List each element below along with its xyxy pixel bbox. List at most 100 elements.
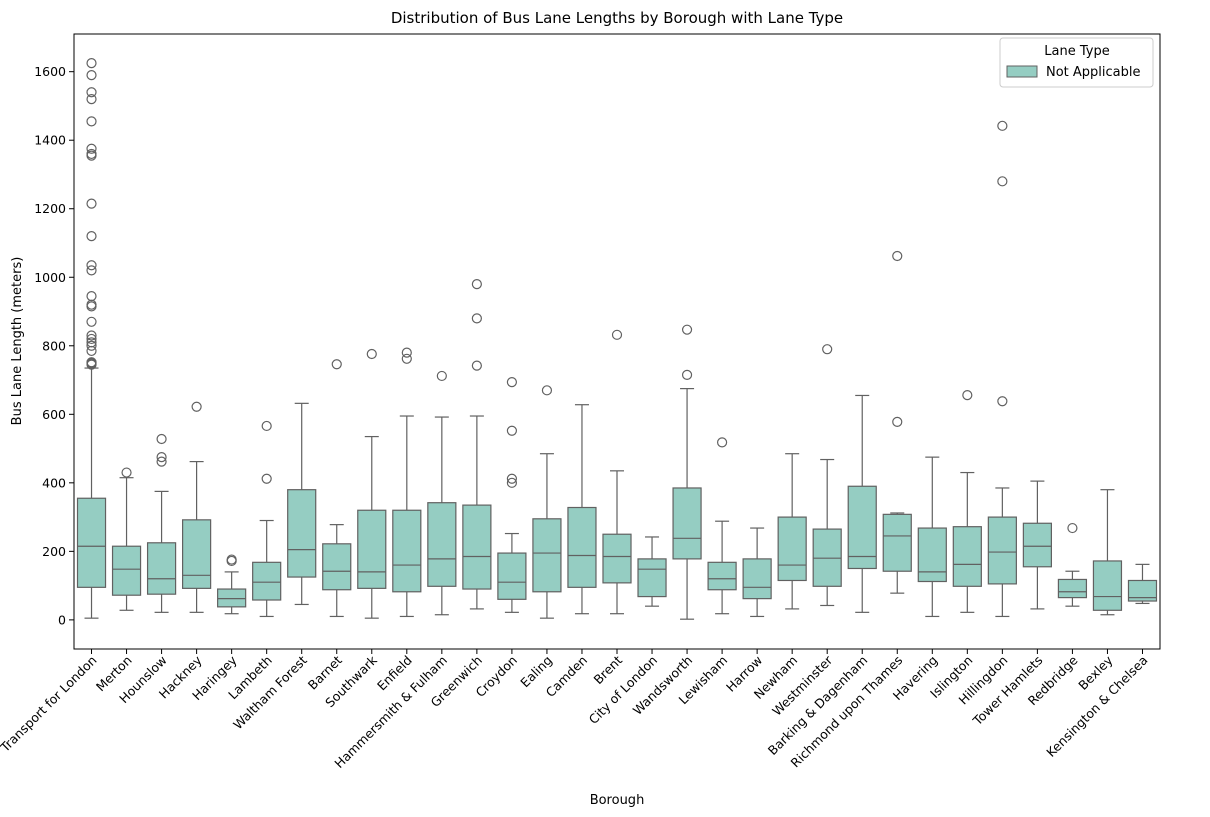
box-1 <box>76 58 107 619</box>
box-16 <box>602 329 632 615</box>
outlier-point <box>506 473 518 484</box>
box-body <box>567 506 597 588</box>
outlier-point <box>471 313 482 324</box>
box-body <box>707 561 737 591</box>
box-9 <box>357 348 387 619</box>
y-axis: 0 200 400 600 800 1000 1200 1400 1600 <box>34 64 74 627</box>
outlier-point <box>86 265 97 276</box>
box-3 <box>146 433 177 613</box>
outlier-point <box>86 87 97 98</box>
outlier-point <box>997 120 1008 131</box>
outlier-point <box>401 353 412 364</box>
x-axis-label: Borough <box>590 793 645 808</box>
outlier-point <box>86 316 97 327</box>
box-body <box>742 558 772 600</box>
y-axis-label: Bus Lane Length (meters) <box>10 257 25 426</box>
outlier-point <box>506 425 518 436</box>
box-body <box>462 504 492 590</box>
box-body <box>252 561 282 601</box>
outlier-point <box>86 337 97 348</box>
box-body <box>847 485 877 570</box>
box-body <box>602 533 632 584</box>
legend-swatch <box>1006 65 1038 78</box>
box-18 <box>672 324 702 620</box>
y-tick-label: 800 <box>42 338 66 353</box>
outlier-point <box>681 324 693 335</box>
box-body <box>777 516 807 582</box>
box-body <box>322 543 352 591</box>
outlier-point <box>611 329 623 340</box>
outlier-point <box>86 260 97 271</box>
box-19 <box>707 437 737 615</box>
box-8 <box>322 359 352 618</box>
box-4 <box>182 401 212 613</box>
outlier-point <box>716 437 728 448</box>
box-26 <box>952 390 982 613</box>
box-body <box>1127 579 1158 602</box>
box-body <box>1022 522 1053 568</box>
outlier-point <box>86 340 97 351</box>
box-body <box>917 527 947 583</box>
outlier-point <box>156 456 167 467</box>
box-27 <box>987 120 1017 618</box>
y-tick-label: 0 <box>58 612 66 627</box>
outlier-point <box>86 70 97 81</box>
box-14 <box>532 385 562 619</box>
box-22 <box>812 344 842 607</box>
box-body <box>987 516 1017 585</box>
outlier-point <box>86 93 97 105</box>
outlier-point <box>541 385 553 396</box>
outlier-point <box>191 401 202 412</box>
legend: Lane Type Not Applicable <box>999 37 1154 88</box>
outlier-point <box>1067 522 1078 534</box>
box-body <box>392 509 422 593</box>
box-7 <box>287 402 317 606</box>
outlier-point <box>86 143 97 154</box>
outlier-point <box>121 467 132 478</box>
outlier-point <box>892 416 903 427</box>
box-body <box>76 497 107 588</box>
box-24 <box>882 250 912 594</box>
y-tick-label: 400 <box>42 475 66 490</box>
chart-title: Distribution of Bus Lane Lengths by Boro… <box>391 9 843 27</box>
box-30 <box>1092 489 1123 616</box>
outlier-point <box>822 344 833 355</box>
outlier-point <box>401 347 412 358</box>
outlier-point <box>892 250 903 262</box>
legend-entry: Not Applicable <box>1046 65 1141 80</box>
outlier-point <box>261 420 272 432</box>
legend-frame <box>999 37 1154 88</box>
outlier-point <box>226 554 237 565</box>
box-6 <box>252 420 282 618</box>
y-tick-label: 1000 <box>34 270 66 285</box>
outlier-point <box>86 198 97 209</box>
box-body <box>1057 578 1088 599</box>
box-body <box>427 502 457 587</box>
box-23 <box>847 394 877 613</box>
box-body <box>287 489 317 578</box>
box-body <box>1092 560 1123 611</box>
box-25 <box>917 456 947 618</box>
box-body <box>357 509 387 589</box>
box-17 <box>637 536 667 607</box>
outlier-point <box>86 148 97 160</box>
outlier-point <box>156 452 167 463</box>
outlier-point <box>436 370 447 382</box>
outlier-point <box>86 330 97 341</box>
box-body <box>217 588 247 608</box>
outlier-point <box>86 58 97 69</box>
box-body <box>497 552 527 600</box>
box-5 <box>217 554 247 615</box>
outlier-point <box>366 348 377 360</box>
y-tick-label: 600 <box>42 407 66 422</box>
outlier-point <box>261 473 272 484</box>
box-body <box>637 558 667 598</box>
outlier-point <box>506 477 518 488</box>
box-body <box>532 518 562 593</box>
outlier-point <box>997 176 1008 187</box>
outlier-point <box>156 433 167 445</box>
box-15 <box>567 404 597 615</box>
outlier-point <box>331 359 342 370</box>
